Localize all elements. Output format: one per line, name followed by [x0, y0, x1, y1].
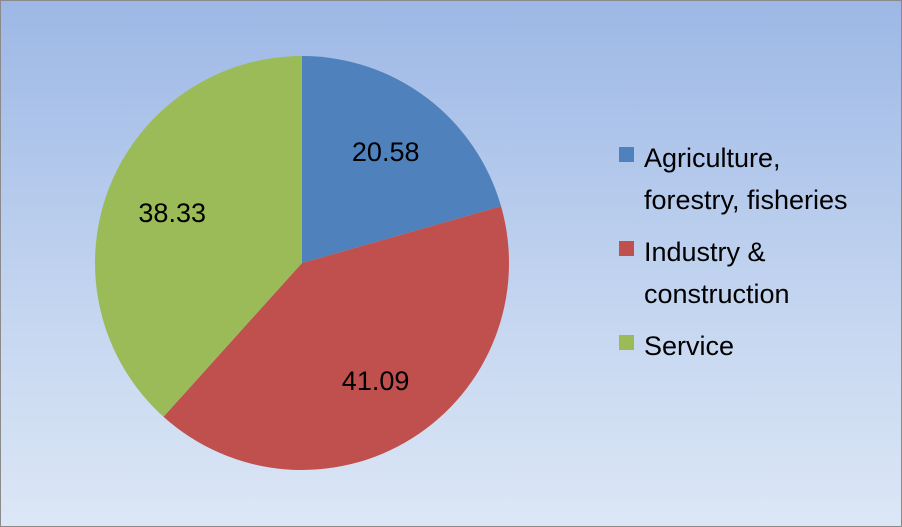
legend: Agriculture, forestry, fisheries Industr… [619, 137, 894, 377]
pie-slice-agriculture [302, 56, 502, 263]
legend-label-line: forestry, fisheries [644, 185, 848, 215]
legend-label-line: construction [644, 279, 790, 309]
pie-slice-industry [163, 206, 509, 470]
legend-label-line: Industry & [644, 237, 766, 267]
data-label-service: 38.33 [138, 198, 206, 228]
legend-item-agriculture: Agriculture, forestry, fisheries [619, 137, 894, 221]
data-label-agriculture: 20.58 [352, 137, 420, 167]
pie-slice-service [95, 56, 302, 417]
legend-label-agriculture: Agriculture, forestry, fisheries [644, 137, 848, 221]
data-label-industry: 41.09 [342, 366, 410, 396]
legend-label-service: Service [644, 325, 734, 367]
legend-label-line: Service [644, 331, 735, 361]
legend-swatch-service [619, 335, 634, 350]
legend-item-industry: Industry & construction [619, 231, 894, 315]
pie-chart: 20.58 41.09 38.33 [95, 56, 509, 470]
legend-swatch-industry [619, 241, 634, 256]
legend-label-industry: Industry & construction [644, 231, 790, 315]
legend-swatch-agriculture [619, 147, 634, 162]
legend-label-line: Agriculture, [644, 143, 781, 173]
legend-item-service: Service [619, 325, 894, 367]
